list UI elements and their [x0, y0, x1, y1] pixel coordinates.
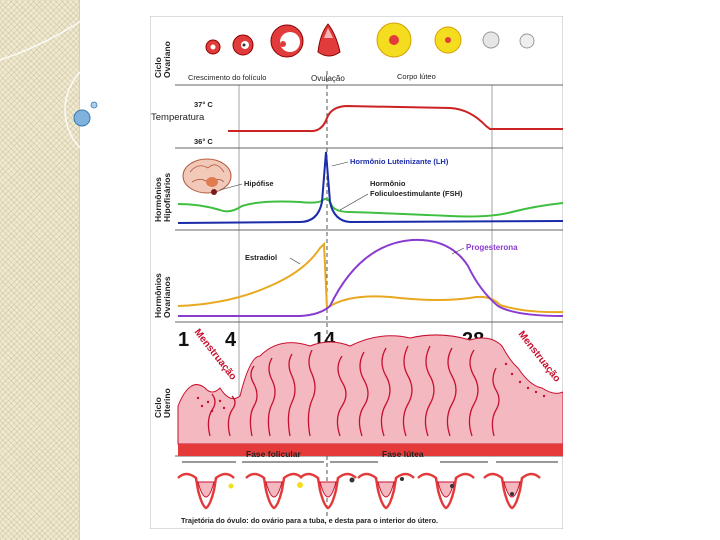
corpus-albicans-tiny-icon: [519, 33, 535, 49]
temp-low-label: 36° C: [194, 137, 213, 146]
progesterone-curve: [178, 238, 563, 317]
ovarian-cycle-label: CicloOvariano: [153, 41, 172, 78]
day-1-label: 1: [178, 329, 189, 351]
lh-label: Hormônio Luteinizante (LH): [350, 157, 449, 166]
pituitary-label: Hipófise: [244, 179, 274, 188]
corpus-luteum-label: Corpo lúteo: [397, 72, 436, 81]
follicle-secondary-icon: [232, 34, 254, 56]
follicle-stages: [205, 22, 535, 58]
day-4-label: 4: [225, 329, 237, 351]
follicle-primary-icon: [205, 39, 221, 55]
progesterone-pointer: [451, 247, 465, 255]
uterus-diagrams: [177, 472, 541, 510]
fsh-label: Hormônio Foliculoestimulante (FSH): [370, 179, 463, 198]
ovulating-follicle-icon: [317, 23, 341, 57]
endometrium-illustration: [177, 334, 563, 456]
uterus-icon: [245, 472, 303, 510]
decorative-bubble-large: [73, 109, 91, 127]
uterus-icon: [417, 472, 475, 510]
uterus-icon: [357, 472, 415, 510]
follicle-tertiary-icon: [270, 24, 304, 58]
uterus-icon: [299, 472, 357, 510]
brain-pituitary-illustration: [182, 158, 232, 195]
pituitary-hormones-label: HormôniosHipofisários: [153, 173, 172, 222]
lh-pointer: [331, 161, 349, 167]
lh-curve: [177, 151, 563, 224]
fsh-pointer: [339, 193, 369, 211]
uterus-icon: [177, 472, 235, 510]
slide-side-panel: [0, 0, 80, 540]
luteal-phase-label: Fase lútea: [382, 449, 424, 459]
estradiol-curve: [177, 241, 563, 314]
follicle-growth-label: Crescimento do folículo: [188, 73, 266, 82]
temperature-curve: [228, 104, 563, 133]
ovarian-hormones-label: HormôniosOvarianos: [153, 273, 172, 318]
decorative-bubble-small: [90, 101, 98, 109]
figure-caption: Trajetória do óvulo: do ovário para a tu…: [181, 516, 438, 525]
uterus-icon: [483, 472, 541, 510]
corpus-luteum-large-icon: [376, 22, 412, 58]
pituitary-pointer: [219, 183, 243, 191]
ovulation-label: Ovulação: [311, 74, 345, 83]
progesterone-label: Progesterona: [466, 243, 518, 252]
temperature-label: Temperatura: [151, 112, 205, 123]
estradiol-pointer: [289, 257, 301, 265]
estradiol-label: Estradiol: [245, 253, 277, 262]
slide-decoration: [0, 0, 140, 160]
temp-high-label: 37° C: [194, 100, 213, 109]
follicular-phase-label: Fase folicular: [246, 449, 301, 459]
decorative-arcs: [0, 0, 140, 160]
uterine-cycle-label: CicloUterino: [153, 388, 172, 418]
corpus-luteum-medium-icon: [434, 26, 462, 54]
menstrual-cycle-diagram: CicloOvariano HormôniosHipofisários Horm…: [150, 16, 563, 529]
corpus-albicans-small-icon: [482, 31, 500, 49]
